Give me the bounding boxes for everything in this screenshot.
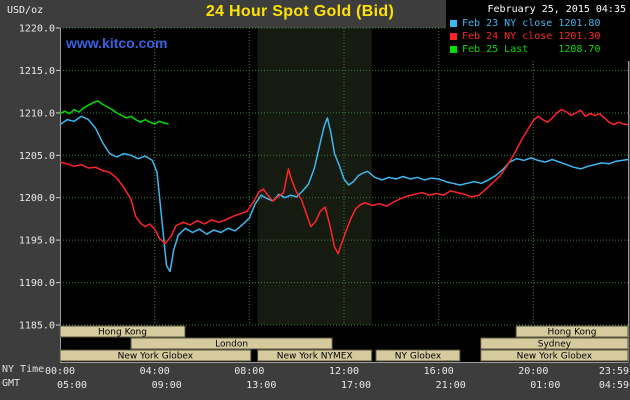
legend-swatch-icon: [450, 46, 457, 53]
x-tick-ny: 04:00: [140, 366, 170, 377]
y-tick-label: 1205.0: [19, 151, 55, 162]
session-box: [257, 349, 373, 362]
session-box: [375, 349, 461, 362]
legend-items: Feb 23 NY close 1201.80 Feb 24 NY close 1…: [449, 18, 626, 55]
gmt-axis-label: GMT: [2, 378, 21, 389]
x-axis-labels: 00:00 04:00 08:00 12:00 16:00 20:00 23:59 05:00…: [45, 366, 629, 391]
y-tick-label: 1210.0: [19, 108, 55, 119]
legend-swatch-icon: [450, 20, 457, 27]
session-box: [59, 325, 186, 338]
x-tick-ny: 20:00: [518, 366, 548, 377]
session-label: Hong Kong: [548, 328, 597, 338]
legend-item: Feb 24 NY close 1201.30: [450, 31, 626, 42]
session-label: Hong Kong: [98, 328, 147, 338]
x-tick-gmt: 21:00: [436, 380, 466, 391]
x-tick-ny: 12:00: [329, 366, 359, 377]
x-tick-gmt: 13:00: [246, 380, 276, 391]
chart-title: 24 Hour Spot Gold (Bid): [205, 3, 395, 20]
y-tick-label: 1220.0: [19, 24, 55, 35]
y-tick-label: 1200.0: [19, 193, 55, 204]
legend-item: Feb 25 Last 1208.70: [450, 44, 626, 55]
x-tick-gmt: 01:00: [530, 380, 560, 391]
ny-time-axis-label: NY Time: [2, 364, 45, 375]
y-tick-label: 1190.0: [19, 278, 55, 289]
x-tick-ny: 08:00: [234, 366, 264, 377]
price-unit-label: USD/oz: [7, 5, 44, 16]
x-tick-gmt: 05:00: [57, 380, 87, 391]
x-tick-ny: 16:00: [424, 366, 454, 377]
session-label: New York Globex: [517, 352, 593, 362]
y-tick-label: 1185.0: [19, 321, 55, 332]
price-line-feb24: [59, 108, 629, 255]
legend-label: Feb 23 NY close 1201.80: [462, 18, 601, 29]
legend-swatch-icon: [450, 33, 457, 40]
x-tick-ny: 23:59: [599, 366, 629, 377]
price-line-feb23: [59, 115, 629, 273]
market-sessions: Hong Kong Hong Kong London Sydney New York G…: [59, 325, 629, 362]
session-label: Sydney: [538, 340, 572, 350]
x-tick-gmt: 17:00: [341, 380, 371, 391]
session-box: [515, 325, 629, 338]
y-axis-labels: 1220.0 1215.0 1210.0 1205.0 1200.0 1195.0 1190…: [19, 24, 60, 332]
legend-item: Feb 23 NY close 1201.80: [450, 18, 626, 29]
x-tick-gmt: 04:59: [599, 380, 629, 391]
session-box: [480, 337, 629, 350]
session-box: [130, 337, 333, 350]
session-label: London: [215, 340, 248, 350]
axis-lines: [60, 28, 629, 363]
legend-panel: February 25, 2015 04:35 Feb 23 NY close …: [446, 0, 630, 61]
datetime-label: February 25, 2015 04:35: [487, 4, 626, 15]
y-tick-label: 1195.0: [19, 236, 55, 247]
session-label: New York NYMEX: [277, 352, 353, 362]
kitco-watermark-link[interactable]: www.kitco.com: [66, 35, 168, 51]
session-box: [59, 349, 252, 362]
legend-label: Feb 25 Last 1208.70: [462, 44, 601, 55]
session-label: NY Globex: [395, 352, 442, 362]
legend-label: Feb 24 NY close 1201.30: [462, 31, 601, 42]
price-line-feb25: [59, 100, 169, 125]
x-tick-gmt: 09:00: [152, 380, 182, 391]
y-tick-label: 1215.0: [19, 66, 55, 77]
session-box: [480, 349, 629, 362]
session-label: New York Globex: [118, 352, 194, 362]
nymex-session-band: [257, 28, 372, 325]
x-tick-ny: 00:00: [45, 366, 75, 377]
